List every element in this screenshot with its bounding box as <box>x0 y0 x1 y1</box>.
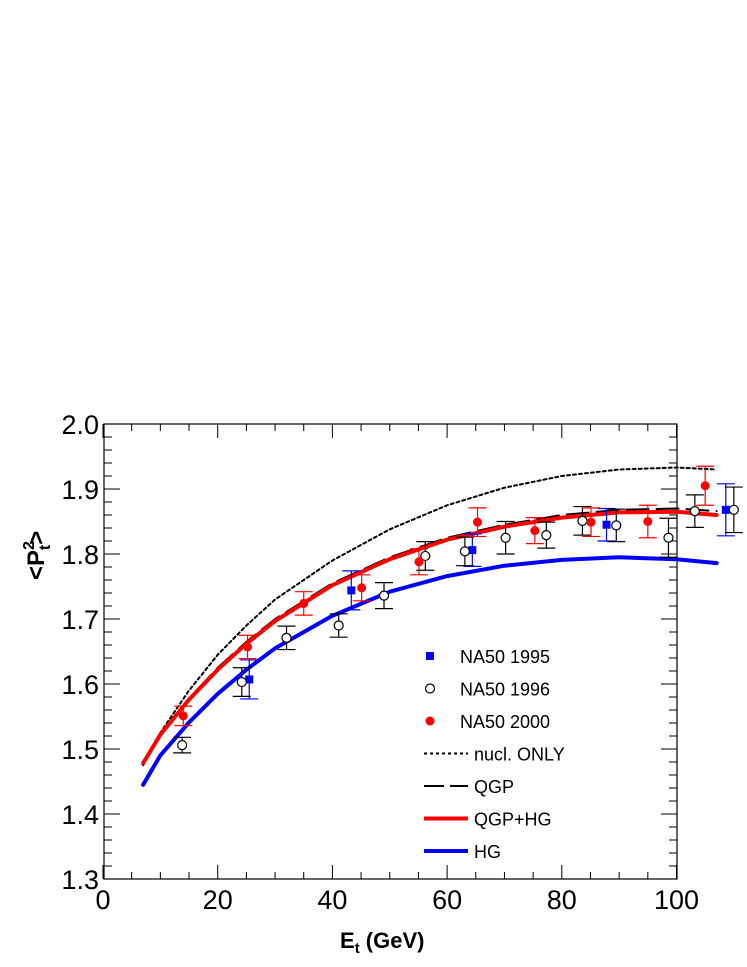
point-group-na50-2000 <box>582 507 601 538</box>
x-axis-title: Et (GeV) <box>340 928 424 957</box>
legend-marker <box>426 652 434 660</box>
plot-frame <box>103 423 678 880</box>
y-tick-label: 1.4 <box>61 800 99 830</box>
point-group-na50-1995 <box>240 659 259 700</box>
marker-na50-1996 <box>177 739 188 751</box>
point-group-na50-1995 <box>597 507 616 542</box>
legend-marker <box>425 716 435 726</box>
point-group-na50-1996 <box>455 536 474 567</box>
curve-qgp-hg <box>141 509 719 766</box>
point-group-na50-1996 <box>416 541 435 571</box>
y-tick-label: 1.3 <box>61 865 99 895</box>
legend: NA50 1995 NA50 1996 NA50 2000 nucl. ONLY QGP… <box>424 647 565 862</box>
point-group-na50-2000 <box>468 507 487 538</box>
marker-na50-1995 <box>468 546 477 555</box>
marker-na50-1995 <box>347 586 356 595</box>
legend-label: NA50 1996 <box>460 680 550 700</box>
point-group-na50-2000 <box>409 548 428 576</box>
curves <box>141 466 719 787</box>
legend-label: NA50 1995 <box>460 647 550 667</box>
point-group-na50-1996 <box>329 613 348 638</box>
point-group-na50-2000 <box>174 705 193 727</box>
marker-na50-1996 <box>281 632 292 643</box>
marker-na50-2000 <box>530 526 540 536</box>
point-group-na50-1996 <box>375 581 394 610</box>
point-group-na50-1996 <box>685 494 704 528</box>
marker-na50-1996 <box>663 532 674 543</box>
curve-nucl-only <box>142 466 718 767</box>
marker-na50-2000 <box>414 557 424 567</box>
marker-na50-1996 <box>577 515 588 526</box>
marker-na50-2000 <box>586 517 596 527</box>
x-tick-label: 40 <box>317 885 347 915</box>
x-tick-label: 0 <box>95 885 110 915</box>
marker-na50-1996 <box>500 532 511 543</box>
point-group-na50-1996 <box>724 486 743 534</box>
legend-label: NA50 2000 <box>460 712 550 732</box>
point-group-na50-1995 <box>342 570 361 611</box>
y-tick-label: 1.8 <box>61 540 99 570</box>
data-points <box>173 465 743 754</box>
x-tick-label: 20 <box>203 885 233 915</box>
point-group-na50-1996 <box>173 736 192 754</box>
curve-hg <box>141 555 719 787</box>
marker-na50-2000 <box>243 642 253 652</box>
y-axis-title: <P2t> <box>21 531 54 580</box>
point-group-na50-1996 <box>232 667 251 697</box>
marker-na50-1995 <box>602 520 611 529</box>
marker-na50-1996 <box>459 546 470 557</box>
marker-na50-1996 <box>611 520 622 531</box>
y-tick-label: 1.5 <box>61 735 99 765</box>
marker-na50-1995 <box>721 505 730 514</box>
point-group-na50-1996 <box>277 625 296 651</box>
point-group-na50-2000 <box>638 504 657 539</box>
marker-na50-1996 <box>541 530 552 541</box>
x-tick-label: 100 <box>654 885 699 915</box>
legend-label: HG <box>474 842 501 862</box>
marker-na50-2000 <box>299 598 309 608</box>
point-group-na50-1995 <box>463 533 482 567</box>
legend-label: QGP+HG <box>474 810 552 830</box>
marker-na50-2000 <box>472 517 482 527</box>
marker-na50-2000 <box>357 583 367 593</box>
marker-na50-2000 <box>700 481 710 491</box>
point-group-na50-2000 <box>294 591 313 616</box>
y-tick-label: 1.6 <box>61 670 99 700</box>
y-tick-label: 1.9 <box>61 475 99 505</box>
axes: 0204060801001201.31.41.51.61.71.81.92.0 <box>61 410 699 915</box>
x-tick-label: 80 <box>547 885 577 915</box>
marker-na50-2000 <box>643 517 653 526</box>
marker-na50-1996 <box>689 506 700 517</box>
point-group-na50-1995 <box>716 483 735 537</box>
point-group-na50-1996 <box>537 521 556 549</box>
point-group-na50-1996 <box>496 520 515 555</box>
marker-na50-1996 <box>378 590 390 601</box>
marker-na50-1996 <box>333 620 344 631</box>
marker-na50-1996 <box>728 504 739 515</box>
point-group-na50-2000 <box>352 574 371 602</box>
marker-na50-1996 <box>420 550 431 562</box>
legend-label: QGP <box>474 777 514 797</box>
y-tick-label: 1.7 <box>61 605 99 635</box>
marker-na50-1995 <box>245 675 254 684</box>
point-group-na50-1996 <box>659 517 678 558</box>
legend-label: nucl. ONLY <box>474 745 565 765</box>
point-group-na50-2000 <box>238 634 257 660</box>
curve-qgp <box>142 507 718 765</box>
point-group-na50-2000 <box>696 465 715 506</box>
point-group-na50-2000 <box>525 516 544 545</box>
x-tick-label: 60 <box>432 885 462 915</box>
marker-na50-1996 <box>236 676 247 688</box>
marker-na50-2000 <box>178 711 188 721</box>
point-group-na50-1996 <box>607 508 626 543</box>
y-tick-label: 2.0 <box>61 410 99 440</box>
legend-marker <box>424 683 436 694</box>
